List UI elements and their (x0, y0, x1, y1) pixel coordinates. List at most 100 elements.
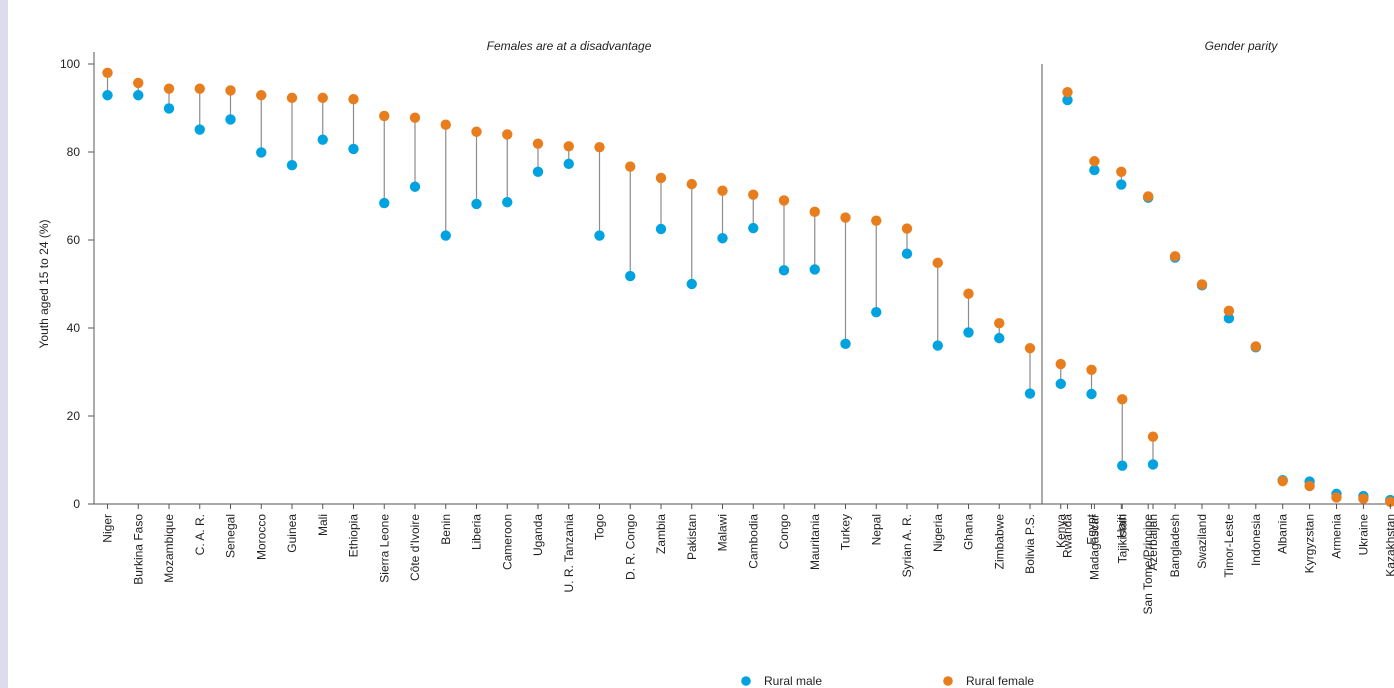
point-rural-female (1117, 394, 1128, 405)
point-rural-male (317, 134, 328, 145)
x-category-label: Egypt (1085, 513, 1099, 544)
point-rural-female (1089, 156, 1100, 167)
x-category-label: Turkey (839, 514, 853, 550)
point-rural-female (717, 185, 728, 196)
point-rural-male (563, 158, 574, 170)
point-rural-male (932, 340, 943, 351)
point-rural-female (163, 83, 175, 94)
x-category-label: Mozambique (162, 514, 176, 583)
legend-swatch-female (943, 676, 953, 686)
x-category-label: Kenya (1054, 514, 1068, 548)
legend-label-male: Rural male (764, 674, 822, 688)
panel-title-disadvantage: Females are at a disadvantage (487, 39, 652, 53)
point-rural-male (256, 147, 267, 158)
point-rural-male (163, 103, 175, 114)
x-category-label: Zambia (654, 514, 668, 554)
x-category-label: Armenia (1330, 514, 1344, 559)
x-category-label: Ethiopia (347, 514, 361, 558)
point-rural-female (748, 189, 759, 200)
point-rural-male (1055, 378, 1066, 390)
x-category-label: Senegal (224, 514, 238, 558)
point-rural-male (348, 143, 359, 155)
point-rural-male (1089, 164, 1100, 176)
y-tick-label: 100 (60, 57, 80, 71)
point-rural-male (379, 197, 390, 209)
point-rural-male (471, 198, 482, 210)
point-rural-female (1116, 166, 1127, 177)
x-category-label: Cameroon (500, 514, 514, 570)
panel-title-parity: Gender parity (1205, 39, 1279, 53)
point-rural-female (1358, 493, 1369, 504)
x-category-label: San Tome/Principe (1141, 514, 1155, 615)
point-rural-female (1196, 279, 1208, 290)
x-category-label: Kyrgyzstan (1303, 514, 1317, 573)
point-rural-male (1062, 94, 1073, 106)
point-rural-male (502, 196, 513, 208)
y-axis-title: Youth aged 15 to 24 (%) (37, 220, 51, 349)
point-rural-male (1024, 388, 1036, 399)
point-rural-female (963, 288, 974, 299)
point-rural-male (994, 332, 1005, 344)
point-rural-female (1169, 251, 1181, 262)
x-category-label: Indonesia (1249, 514, 1263, 566)
legend-swatch-male (741, 676, 751, 686)
point-rural-female (625, 161, 636, 172)
point-rural-male (778, 265, 790, 276)
point-rural-male (1147, 459, 1159, 470)
point-rural-male (1116, 179, 1127, 190)
point-rural-female (1385, 496, 1394, 507)
category-labels: Niger Burkina Faso Mozambique C. A. R. Seneg… (101, 504, 1394, 615)
point-rural-female (994, 317, 1005, 329)
point-rural-female (256, 90, 267, 101)
y-tick-label: 60 (67, 233, 81, 247)
x-category-label: Ghana (962, 514, 976, 550)
x-category-label: Burkina Faso (131, 514, 145, 585)
x-category-label: Rwanda (1061, 514, 1075, 558)
x-category-label: Mauritania (808, 514, 822, 570)
x-category-label: Malawi (716, 514, 730, 551)
point-rural-female (225, 85, 236, 96)
point-rural-female (471, 126, 482, 137)
x-category-label: Sierra Leone (377, 514, 391, 583)
point-rural-male (532, 166, 544, 177)
point-rural-male (409, 181, 421, 192)
x-category-label: Kazakhstan (1383, 514, 1394, 577)
point-rural-male (225, 114, 236, 125)
x-category-label: Timor-Leste (1222, 514, 1236, 578)
point-rural-male (686, 278, 697, 290)
x-category-label: Uganda (531, 514, 545, 556)
point-rural-female (317, 92, 328, 104)
point-rural-male (102, 90, 113, 101)
connector-lines (106, 72, 1391, 502)
x-category-label: Niger (101, 514, 115, 543)
point-rural-male (809, 264, 820, 275)
point-rural-female (102, 67, 113, 79)
point-rural-male (625, 270, 636, 282)
x-category-label: Côte d'Ivoire (408, 514, 422, 581)
x-category-label: Congo (777, 514, 791, 550)
point-rural-female (502, 129, 513, 140)
x-category-label: Nepal (869, 514, 883, 545)
y-tick-label: 0 (73, 497, 80, 511)
x-category-label: Albania (1276, 514, 1290, 554)
x-category-label: Pakistan (685, 514, 699, 560)
point-rural-male (717, 233, 728, 244)
point-rural-female (809, 206, 820, 218)
point-rural-male (1223, 313, 1235, 324)
x-category-label: Azerbaijan (1146, 514, 1160, 571)
x-category-label: Benin (439, 514, 453, 545)
point-rural-female (871, 215, 882, 226)
x-category-label: Cambodia (746, 514, 760, 569)
point-rural-female (286, 92, 298, 104)
point-rural-female (194, 83, 205, 94)
point-rural-male (286, 160, 298, 171)
point-rural-male (440, 230, 451, 241)
point-rural-male (194, 124, 205, 135)
x-category-label: Bangladesh (1168, 514, 1182, 577)
side-strip (0, 0, 8, 688)
y-tick-label: 80 (67, 145, 81, 159)
point-rural-female (1304, 480, 1315, 492)
point-rural-male (655, 223, 667, 235)
x-category-label: Swaziland (1195, 514, 1209, 569)
point-rural-female (409, 112, 421, 123)
